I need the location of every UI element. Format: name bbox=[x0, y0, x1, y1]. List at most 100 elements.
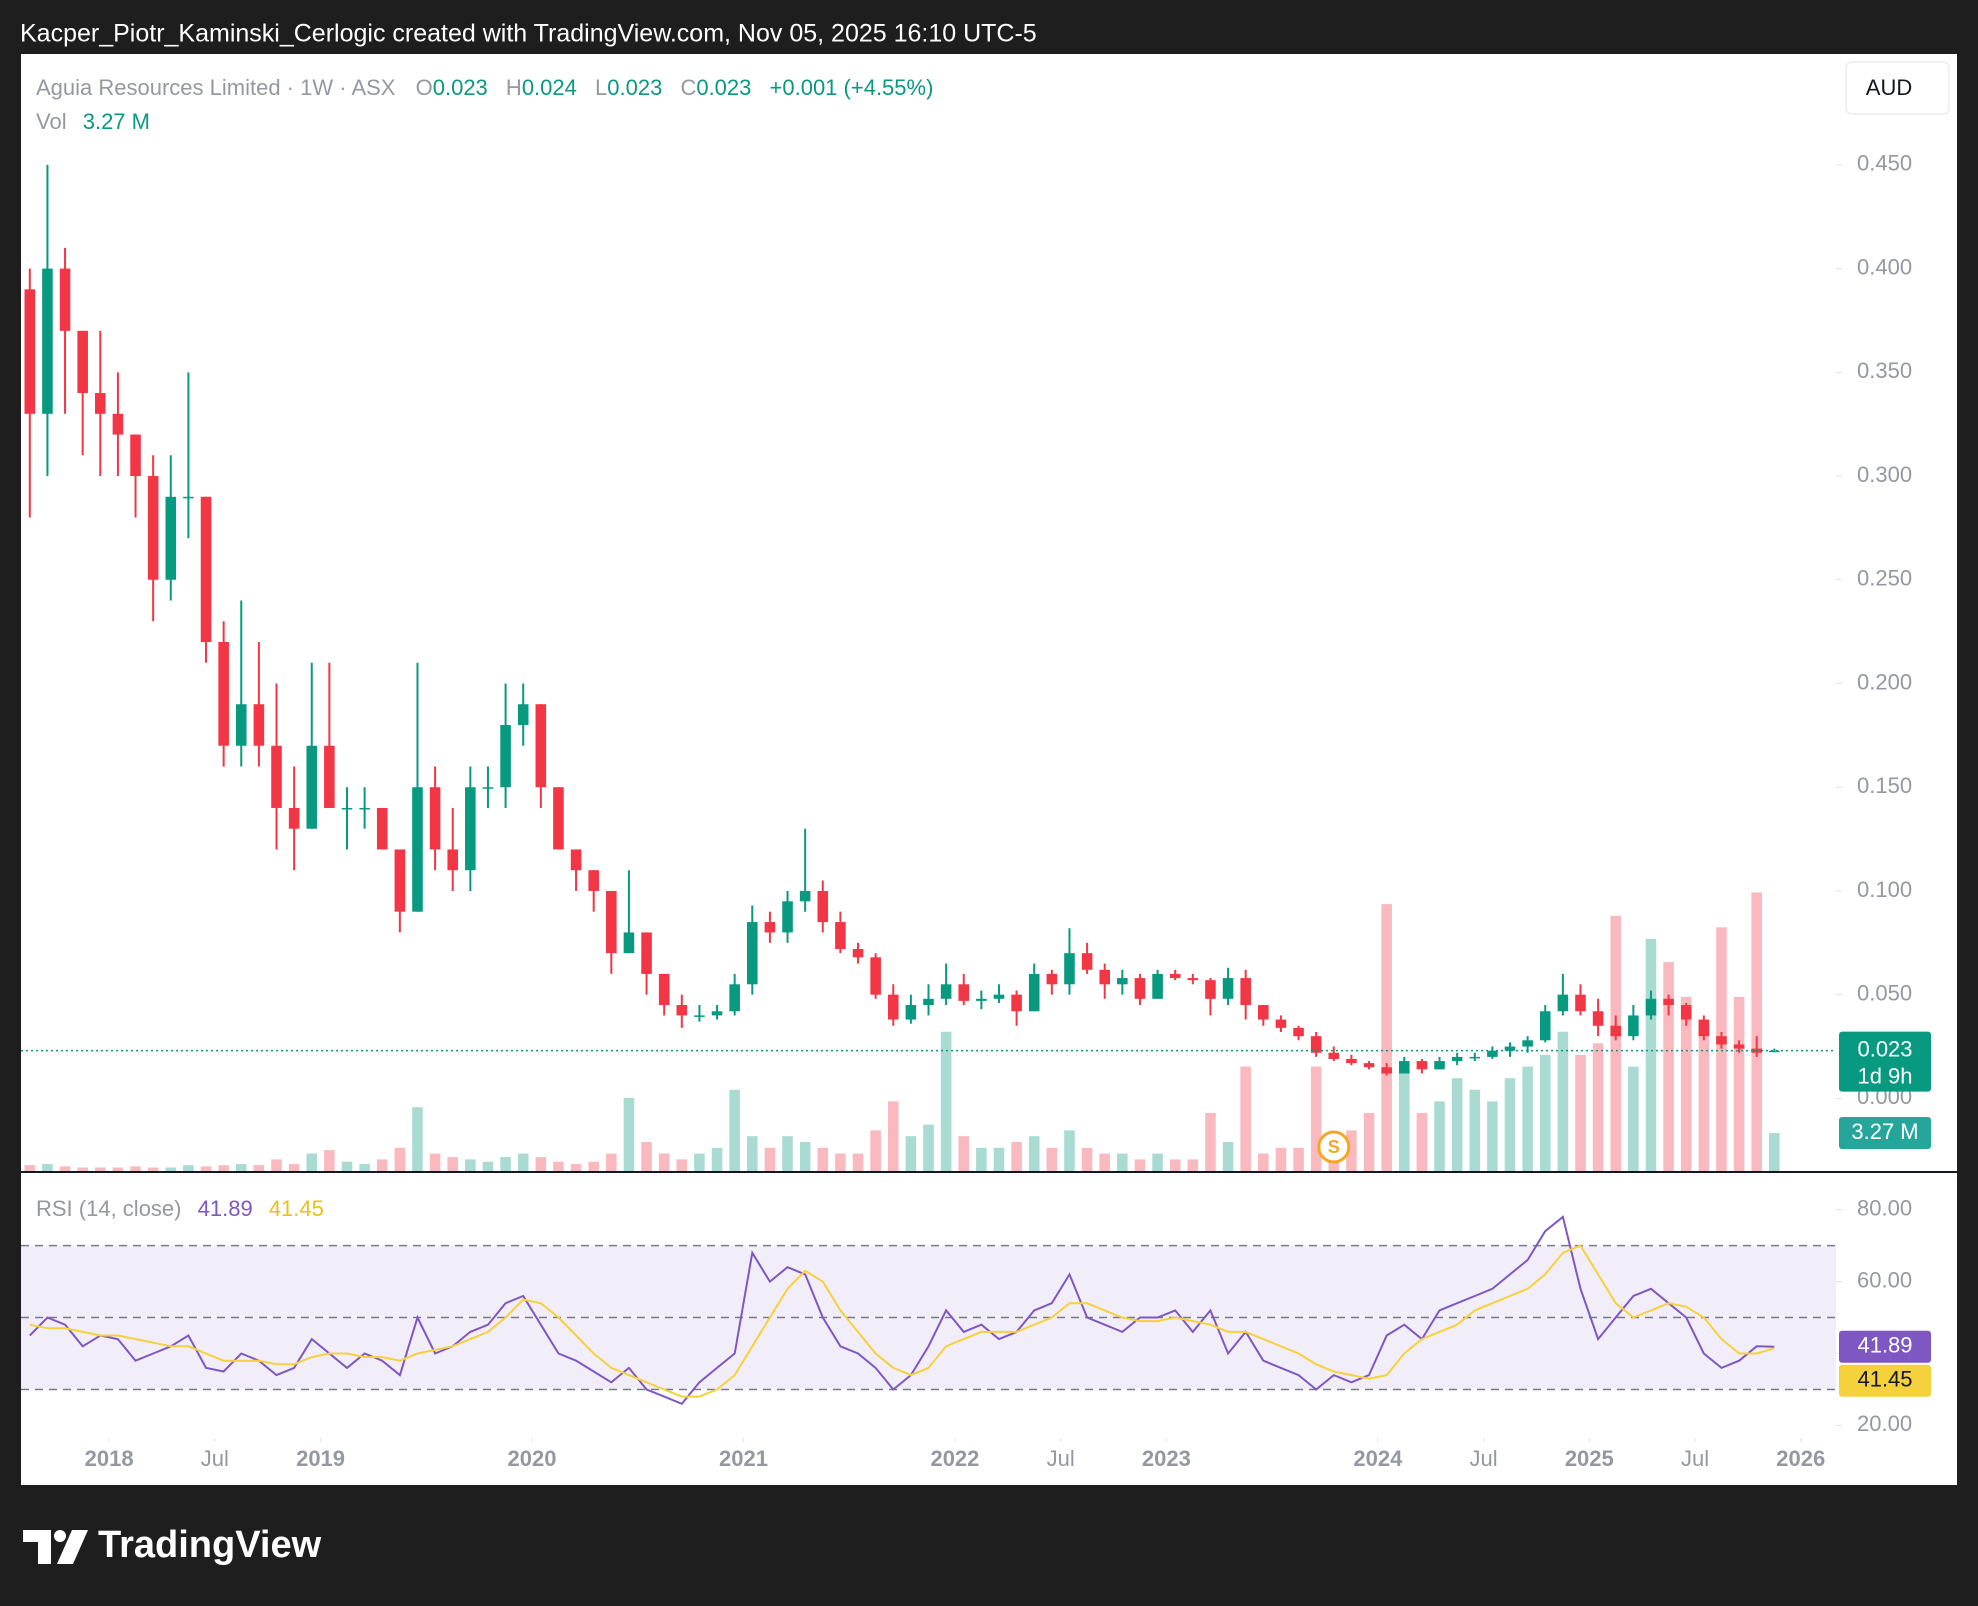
volume-bar bbox=[1258, 1153, 1269, 1171]
currency[interactable]: AUD bbox=[1866, 75, 1912, 100]
candle-body bbox=[976, 998, 987, 1001]
logo-shape bbox=[23, 1530, 51, 1564]
volume-bar bbox=[641, 1141, 652, 1171]
volume-bar bbox=[817, 1147, 829, 1171]
candle-body bbox=[77, 330, 88, 394]
volume-bar bbox=[59, 1166, 71, 1171]
candle-body bbox=[1469, 1056, 1481, 1059]
y-tick-label: 0.150 bbox=[1857, 773, 1912, 798]
candle-body bbox=[1451, 1056, 1463, 1062]
x-tick-label: 2019 bbox=[296, 1446, 345, 1471]
candle-body bbox=[306, 745, 318, 829]
countdown-label: 1d 9h bbox=[1857, 1063, 1912, 1088]
volume-bar bbox=[940, 1031, 952, 1171]
volume-bar bbox=[870, 1130, 881, 1171]
volume-bar bbox=[1346, 1130, 1357, 1171]
candle-body bbox=[1134, 978, 1146, 999]
rsi-value-label: 41.45 bbox=[1857, 1367, 1912, 1392]
candle-body bbox=[694, 1015, 705, 1017]
volume-bar bbox=[887, 1101, 899, 1171]
volume-bar bbox=[341, 1161, 353, 1171]
event-marker bbox=[1317, 1130, 1351, 1164]
high-value: 0.024 bbox=[522, 75, 577, 100]
candle-body bbox=[235, 704, 247, 746]
volume-bar bbox=[1134, 1159, 1146, 1171]
symbol-title: Aguia Resources Limited · 1W · ASX bbox=[36, 75, 396, 100]
volume-bar bbox=[235, 1164, 247, 1171]
event-label: S bbox=[1328, 1137, 1340, 1157]
volume-bar bbox=[77, 1167, 88, 1171]
candle-body bbox=[1117, 978, 1128, 985]
candle-body bbox=[835, 922, 846, 950]
x-tick-label: 2026 bbox=[1776, 1446, 1825, 1471]
candle-body bbox=[535, 704, 547, 788]
change-value: +0.001 (+4.55%) bbox=[770, 75, 934, 100]
volume-bar bbox=[1645, 938, 1657, 1171]
candle-body bbox=[1222, 978, 1234, 999]
x-tick-label: 2023 bbox=[1142, 1446, 1191, 1471]
candle-body bbox=[1081, 953, 1093, 970]
high-label: H bbox=[506, 75, 522, 100]
volume-bar bbox=[1011, 1141, 1022, 1171]
candle-body bbox=[42, 268, 53, 414]
candle-body bbox=[817, 890, 829, 923]
candle-body bbox=[676, 1005, 688, 1016]
candle-body bbox=[553, 787, 564, 850]
volume-bar bbox=[1539, 1054, 1551, 1171]
candle-body bbox=[1187, 978, 1199, 981]
volume-bar bbox=[958, 1136, 970, 1171]
candle-body bbox=[923, 998, 934, 1006]
volume-bar bbox=[993, 1147, 1005, 1171]
candle-body bbox=[429, 787, 441, 850]
volume-bar bbox=[359, 1164, 370, 1171]
volume-bar bbox=[1099, 1153, 1110, 1171]
candle-body bbox=[570, 849, 582, 871]
candle-body bbox=[958, 984, 970, 1001]
volume-bar bbox=[1504, 1078, 1516, 1171]
volume-bar bbox=[429, 1153, 441, 1171]
candle-body bbox=[165, 496, 177, 580]
currency-box[interactable] bbox=[1845, 61, 1950, 115]
volume-bar bbox=[147, 1167, 159, 1171]
x-tick-label: 2024 bbox=[1353, 1446, 1403, 1471]
volume-bar bbox=[747, 1136, 758, 1171]
volume-bar bbox=[1522, 1066, 1533, 1171]
brand-name: TradingView bbox=[98, 1524, 322, 1566]
logo-slash bbox=[57, 1530, 88, 1564]
volume-bar bbox=[288, 1164, 300, 1171]
volume-bar bbox=[835, 1153, 846, 1171]
candle-body bbox=[1610, 1025, 1622, 1037]
y-tick-label: 0.250 bbox=[1857, 566, 1912, 591]
candle-body bbox=[1152, 973, 1163, 999]
candle-body bbox=[59, 268, 71, 331]
volume-bar bbox=[588, 1161, 599, 1171]
candle-body bbox=[887, 994, 899, 1020]
volume-bar bbox=[606, 1153, 617, 1171]
volume-bar bbox=[1081, 1147, 1093, 1171]
volume-bar bbox=[306, 1153, 318, 1171]
candle-body bbox=[447, 849, 459, 871]
volume-bar bbox=[676, 1159, 688, 1171]
volume-bar bbox=[553, 1161, 564, 1171]
volume-bar bbox=[782, 1136, 793, 1171]
volume-bar bbox=[1240, 1066, 1251, 1171]
candle-body bbox=[711, 1011, 723, 1016]
candle-body bbox=[870, 957, 881, 995]
volume-bar bbox=[658, 1153, 670, 1171]
volume-bar bbox=[1469, 1089, 1481, 1171]
volume-bar bbox=[500, 1157, 511, 1171]
candle-body bbox=[1275, 1019, 1287, 1028]
candle-body bbox=[1487, 1050, 1498, 1057]
volume-bar bbox=[165, 1167, 177, 1171]
candle-body bbox=[1258, 1005, 1269, 1020]
candle-body bbox=[500, 724, 511, 788]
candle-body bbox=[993, 994, 1005, 999]
candle-body bbox=[359, 807, 370, 810]
candle-body bbox=[130, 434, 141, 477]
volume-label-box bbox=[1839, 1117, 1931, 1150]
volume-bar bbox=[1381, 904, 1392, 1171]
candle-body bbox=[1205, 980, 1216, 999]
candle-body bbox=[1592, 1011, 1604, 1026]
close-label: C bbox=[680, 75, 696, 100]
